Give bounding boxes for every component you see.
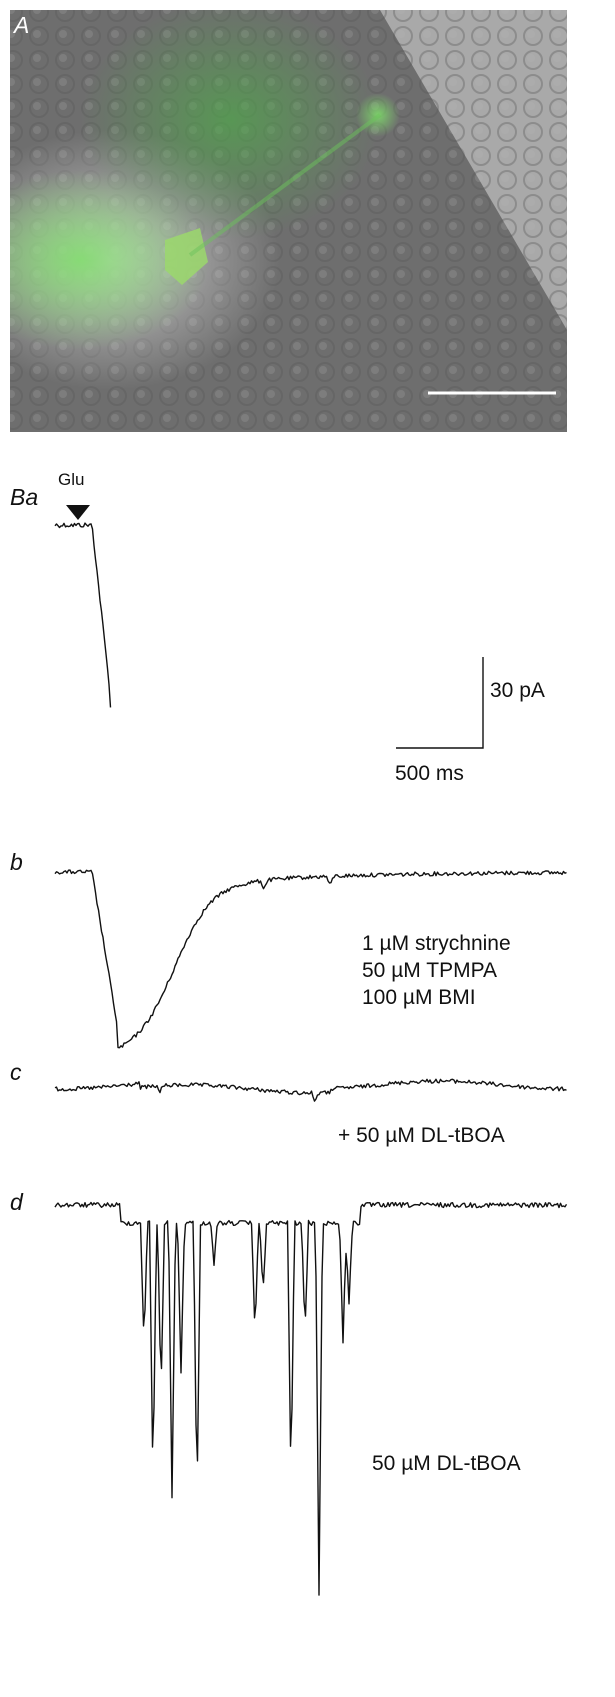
micrograph [10, 10, 567, 432]
scale-label: 30 pA [490, 679, 545, 702]
panel-label: c [10, 1059, 22, 1085]
stimulus-label: Glu [58, 470, 84, 489]
scale-label: 500 ms [395, 762, 464, 785]
current-trace [54, 1078, 567, 1102]
current-trace [54, 1201, 568, 1596]
panel-label: b [10, 849, 23, 875]
condition: 1 µM strychnine [362, 932, 511, 955]
panel-label: Ba [10, 484, 38, 510]
panel-label: d [10, 1189, 24, 1215]
condition: 50 µM TPMPA [362, 959, 497, 982]
current-trace [54, 869, 567, 1049]
condition: 100 µM BMI [362, 986, 476, 1009]
current-trace [54, 522, 112, 708]
condition: 50 µM DL-tBOA [372, 1452, 521, 1475]
stimulus-marker [66, 505, 90, 520]
condition: + 50 µM DL-tBOA [338, 1124, 505, 1147]
scale-bar [396, 657, 484, 749]
panel-label: A [12, 12, 29, 38]
